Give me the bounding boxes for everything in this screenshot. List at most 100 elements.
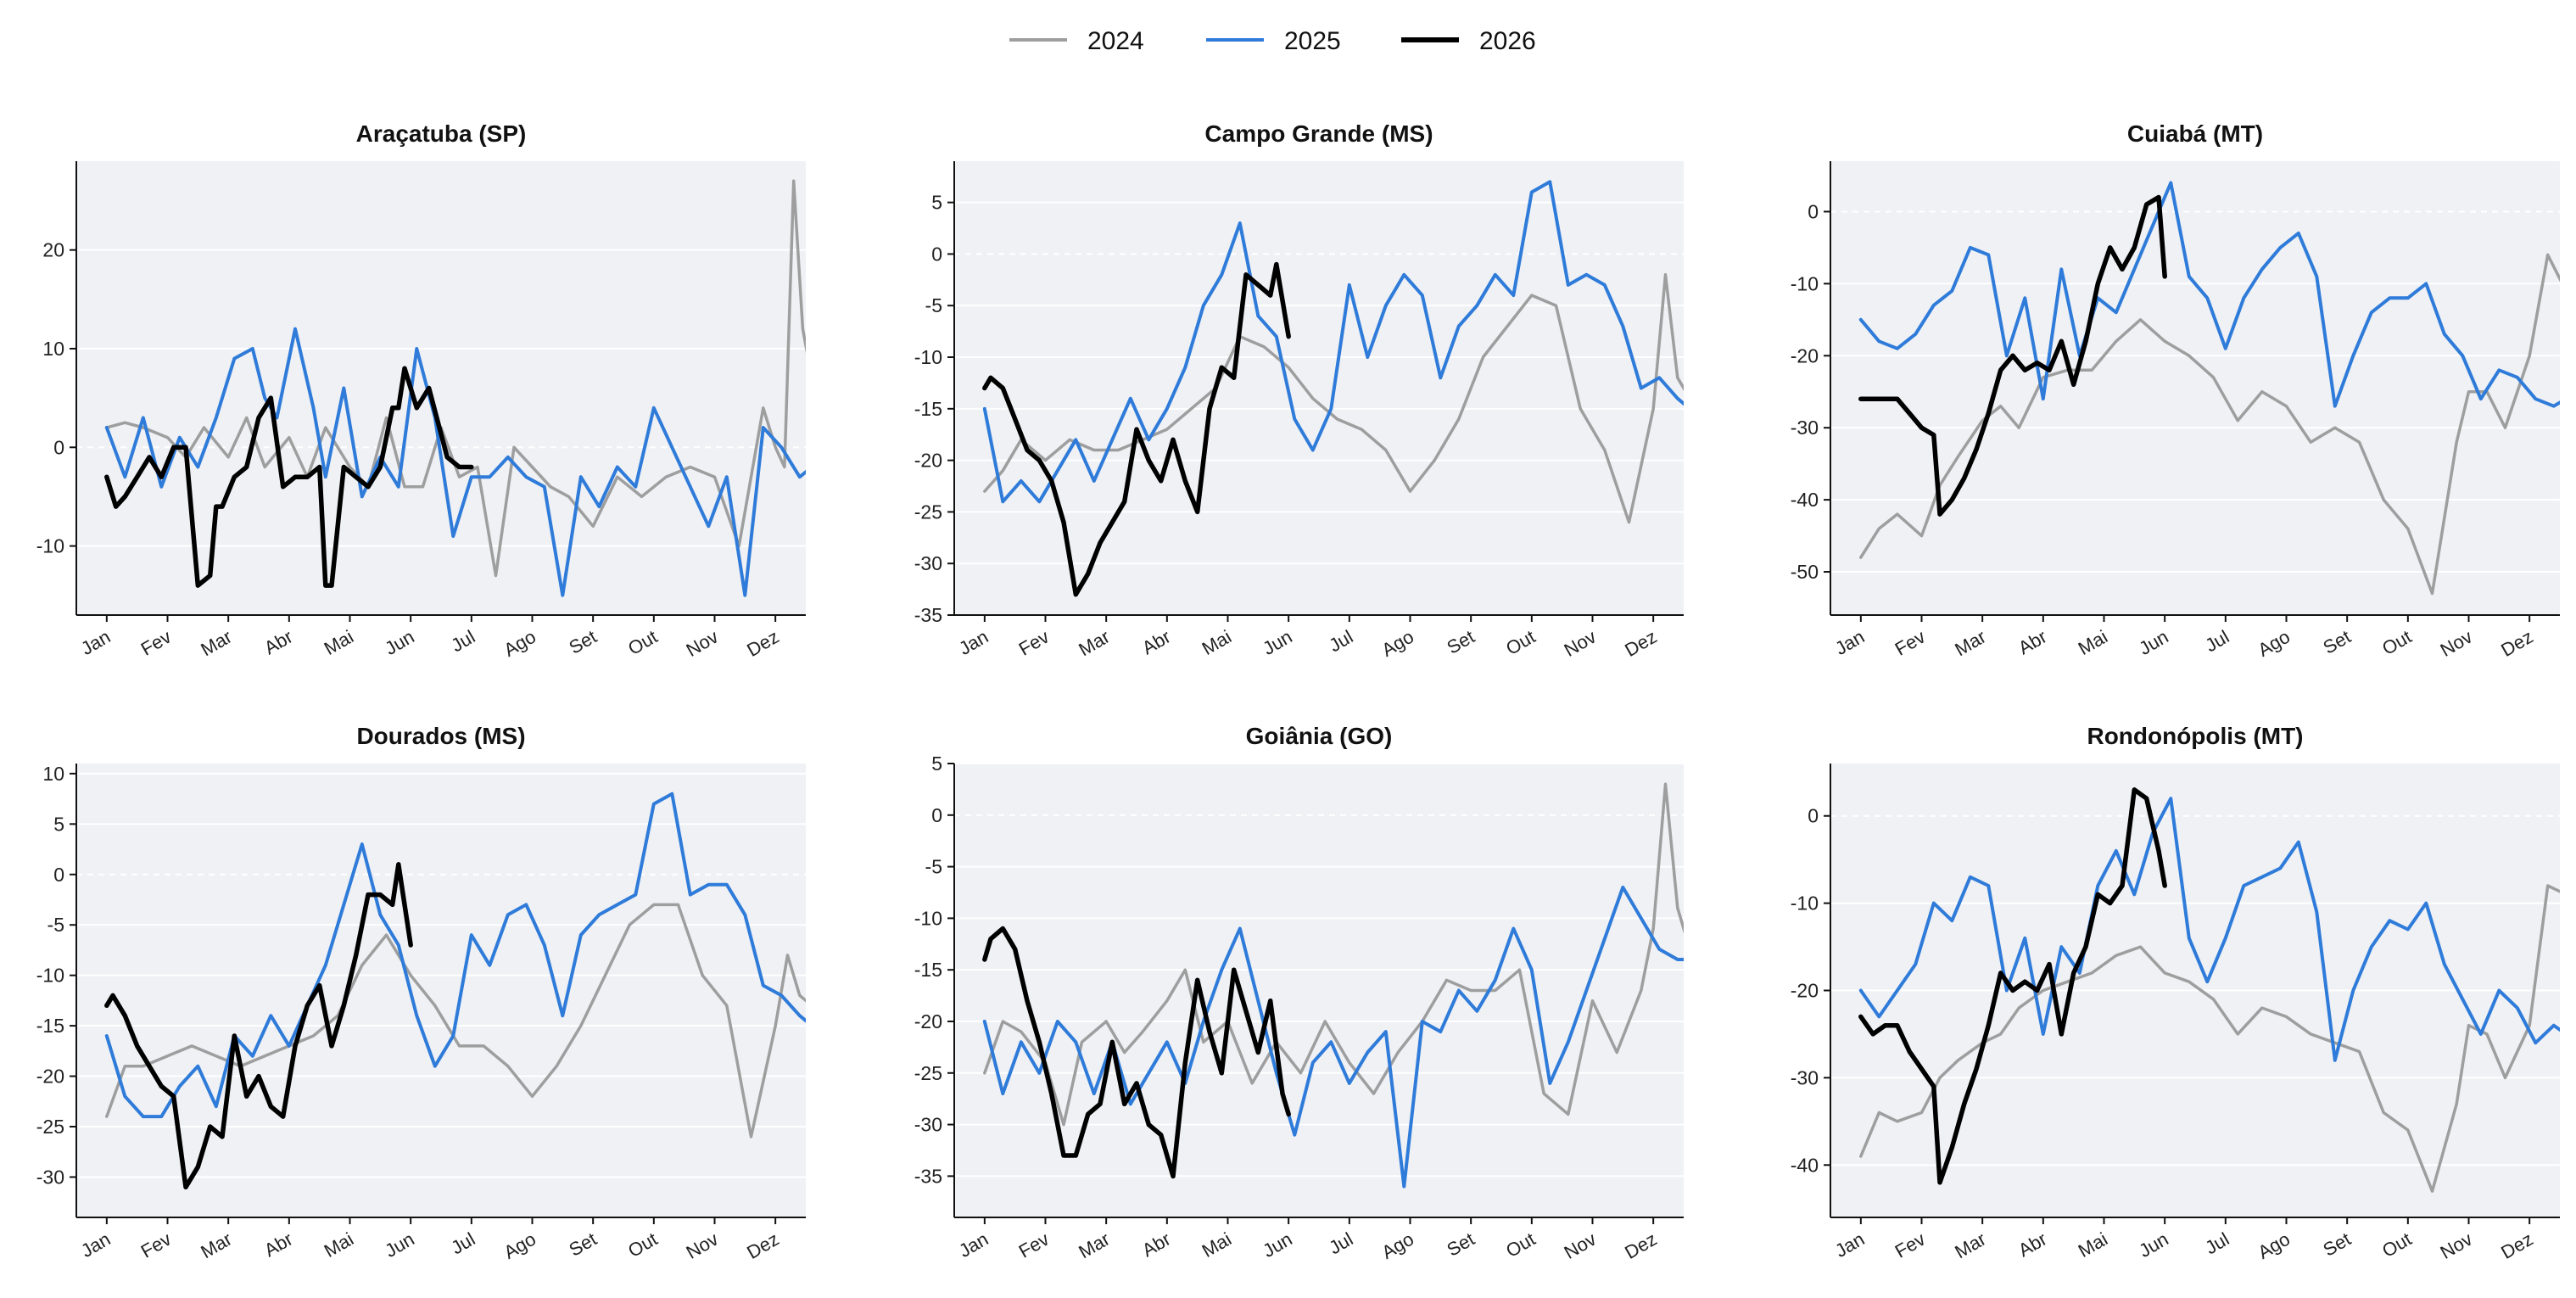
x-tick-label: Abr [2014,626,2050,659]
x-tick-label: Set [566,626,601,658]
plot-area [76,764,806,1217]
series-line-2024 [1859,884,2560,1193]
x-tick-label: Jun [1259,626,1295,659]
y-tick-label: -20 [1791,980,1819,1002]
x-tick-label: Jun [1259,1228,1295,1262]
y-tick-label: -40 [1791,1154,1819,1176]
x-tick-label: Mar [1075,1228,1113,1263]
x-tick-label: Jun [381,626,417,659]
series-line-2025 [104,327,806,597]
x-tick-label: Fev [1015,626,1053,660]
y-tick-label: -15 [914,959,942,981]
plot-area [954,764,1684,1217]
series-line-2026 [1858,787,2167,1185]
x-tick-label: Out [2378,626,2415,659]
x-tick-label: Out [624,626,661,659]
x-tick-label: Mai [321,1228,357,1262]
x-tick-label: Jun [381,1228,417,1262]
y-tick-label: -25 [914,501,942,523]
series-line-2025 [1858,797,2560,1062]
series-line-2025 [1858,181,2560,408]
x-tick-label: Jul [447,626,478,657]
plot-area [954,161,1684,615]
x-tick-label: Jan [1831,626,1868,659]
series-line-2026 [1858,194,2167,517]
x-tick-label: Set [2320,626,2355,658]
x-tick-label: Set [566,1228,601,1261]
panel-0: 20 10 0 -10 Jan Fev Mar Abr Mai Jun Jul Ago Set Out No… [36,120,806,661]
y-tick-label: -35 [914,1165,942,1187]
series-line-2024 [1859,253,2560,596]
y-tick-label: 0 [1808,805,1819,827]
panel-title: Dourados (MS) [356,723,525,749]
y-tick-label: 0 [53,436,64,458]
x-tick-label: Ago [2255,1228,2294,1263]
x-tick-label: Out [624,1228,661,1262]
series-line-2024 [983,273,1684,524]
series-line-2026 [104,366,474,588]
x-tick-label: Jan [955,1228,992,1262]
x-tick-label: Abr [1138,1228,1174,1262]
x-tick-label: Jan [77,1228,114,1262]
x-tick-label: Mai [2075,626,2111,659]
panel-title: Rondonópolis (MT) [2087,723,2303,749]
x-tick-label: Ago [1378,626,1417,661]
panels: 20 10 0 -10 Jan Fev Mar Abr Mai Jun Jul Ago Set Out No… [36,120,2560,1263]
series-group [1858,181,2560,596]
x-tick-label: Mai [1199,1228,1235,1262]
panel-4: 5 0 -5 -10 -15 -20 -25 -30 -35 Jan Fev Mar Abr Mai Jun… [914,723,1684,1263]
x-tick-label: Mai [321,626,357,659]
x-tick-label: Fev [137,1228,175,1262]
plot-area [1830,161,2560,615]
y-tick-label: -5 [47,914,64,936]
series-line-2024 [983,782,1684,1127]
x-tick-label: Set [1444,1228,1478,1261]
series-line-2025 [982,885,1684,1189]
y-tick-label: -10 [1791,272,1819,294]
x-tick-label: Jul [1325,626,1356,657]
panel-title: Cuiabá (MT) [2127,120,2263,147]
y-tick-label: -25 [36,1116,64,1138]
plot-area [76,161,806,615]
y-tick-label: -10 [36,535,64,557]
x-tick-label: Set [2320,1228,2355,1261]
y-tick-label: -30 [1791,417,1819,439]
panel-1: 5 0 -5 -10 -15 -20 -25 -30 -35 Jan Fev Mar Abr Mai Jun… [914,120,1684,661]
y-tick-label: 5 [53,813,64,835]
x-tick-label: Jun [2135,1228,2171,1262]
y-tick-label: -30 [914,1114,942,1136]
x-tick-label: Dez [743,626,782,661]
x-tick-label: Abr [2014,1228,2050,1262]
y-tick-label: -15 [914,398,942,420]
x-tick-label: Dez [1621,1228,1660,1263]
x-tick-label: Nov [2437,626,2476,661]
panel-5: 0 -10 -20 -30 -40 Jan Fev Mar Abr Mai Jun Jul Ago Set… [1791,723,2560,1263]
y-tick-label: 20 [42,239,64,261]
legend-label: 2024 [1087,27,1144,55]
y-tick-label: -10 [914,346,942,368]
series-line-2026 [982,926,1291,1179]
y-tick-label: 10 [42,338,64,360]
x-tick-label: Abr [260,1228,296,1262]
x-tick-label: Jan [1831,1228,1868,1262]
x-tick-label: Mar [1951,626,1989,661]
series-group [982,180,1684,597]
x-tick-label: Jul [2201,1228,2232,1259]
panel-2: 0 -10 -20 -30 -40 -50 Jan Fev Mar Abr Mai Jun Jul Ago… [1791,120,2560,661]
y-tick-label: 0 [931,804,942,826]
x-tick-label: Out [1502,1228,1539,1262]
x-tick-label: Ago [2255,626,2294,661]
x-tick-label: Mar [197,626,235,661]
x-tick-label: Nov [683,626,722,661]
y-tick-label: 0 [53,864,64,886]
x-tick-label: Dez [2497,1228,2536,1263]
y-tick-label: -10 [914,907,942,929]
y-tick-label: -20 [914,1010,942,1032]
panel-3: 10 5 0 -5 -10 -15 -20 -25 -30 Jan Fev Mar Abr Mai Jun J… [36,723,806,1263]
series-line-2026 [104,862,413,1190]
y-tick-label: 0 [931,243,942,265]
x-tick-label: Jul [2201,626,2232,657]
y-tick-label: 5 [931,192,942,214]
x-tick-label: Ago [500,626,539,661]
x-tick-label: Nov [1561,626,1600,661]
